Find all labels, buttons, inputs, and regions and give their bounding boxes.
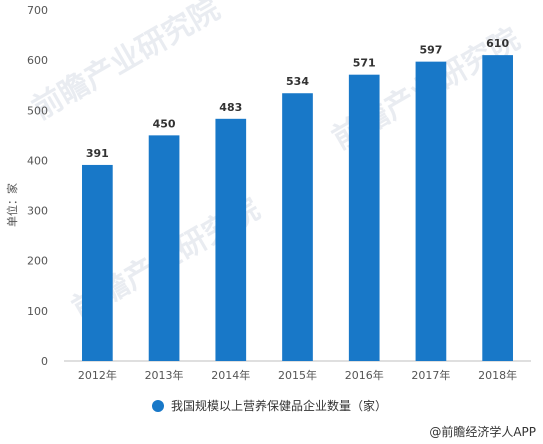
bar [415,61,447,361]
bar [482,55,513,361]
y-tick-label: 500 [27,104,48,117]
bar [82,164,113,361]
source-label: @前瞻经济学人APP [429,424,536,439]
x-tick-label: 2017年 [411,368,450,382]
y-axis-label: 单位：家 [5,183,19,227]
x-tick-label: 2013年 [145,368,184,382]
y-tick-label: 600 [27,54,48,67]
data-labels-group: 391 450 483 534 571 597 610 [86,37,510,160]
bar [148,135,180,361]
y-tick-label: 100 [27,305,48,318]
bar [282,93,313,361]
y-tick-label: 200 [27,255,48,268]
bar [348,74,380,361]
data-label: 450 [153,117,176,130]
x-ticks-group: 2012年 2013年 2014年 2015年 2016年 2017年 2018年 [78,368,517,382]
x-tick-label: 2014年 [211,368,250,382]
watermark-text-1: 前瞻产业研究院 [27,0,226,127]
legend: 我国规模以上营养保健品企业数量（家） [152,398,387,413]
y-tick-label: 0 [41,355,48,368]
x-tick-label: 2012年 [78,368,117,382]
data-label: 610 [486,37,509,50]
x-tick-label: 2016年 [345,368,384,382]
data-label: 534 [286,75,309,88]
data-label: 597 [419,44,442,57]
bar [215,118,247,361]
bars-group [82,55,513,361]
legend-marker [152,400,164,412]
y-tick-label: 700 [27,4,48,17]
data-label: 391 [86,147,109,160]
x-tick-label: 2018年 [478,368,517,382]
y-tick-label: 400 [27,154,48,167]
y-tick-label: 300 [27,205,48,218]
data-label: 483 [219,101,242,114]
y-ticks-group: 0 100 200 300 400 500 600 700 [27,4,48,368]
x-tick-label: 2015年 [278,368,317,382]
data-label: 571 [353,57,376,70]
legend-label: 我国规模以上营养保健品企业数量（家） [171,398,387,413]
